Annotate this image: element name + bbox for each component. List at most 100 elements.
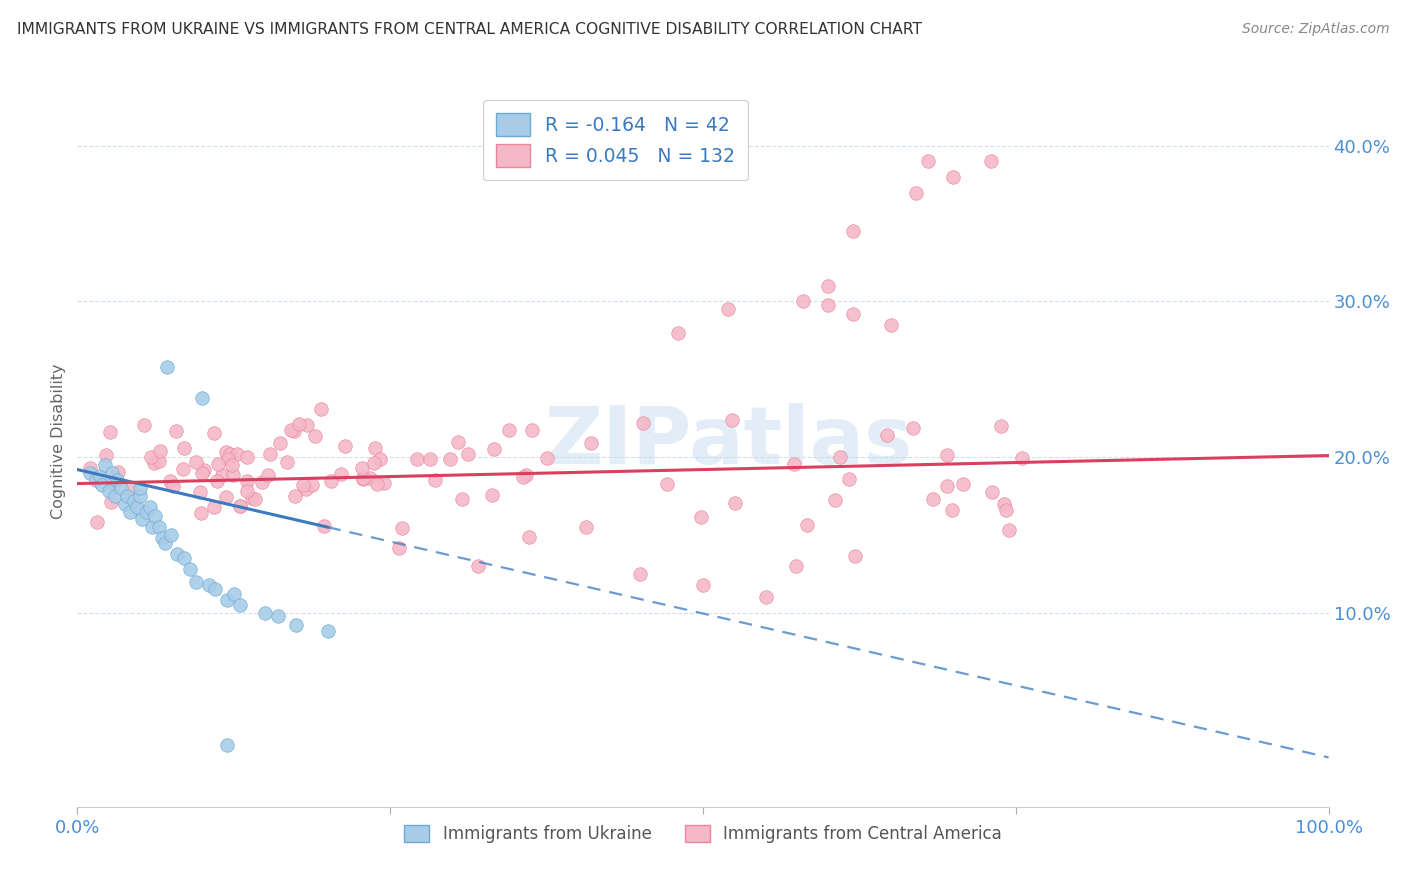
- Point: [84, 474, 107, 488]
- Point: [366, 476, 388, 491]
- Point: [721, 413, 744, 427]
- Point: [921, 491, 943, 506]
- Point: [352, 461, 374, 475]
- Point: [363, 456, 385, 470]
- Point: [142, 456, 165, 470]
- Point: [942, 169, 965, 184]
- Point: [217, 452, 239, 467]
- Point: [844, 549, 866, 563]
- Point: [269, 436, 291, 450]
- Point: [122, 493, 145, 508]
- Point: [135, 505, 157, 519]
- Point: [796, 518, 818, 533]
- Point: [217, 738, 239, 752]
- Point: [229, 598, 252, 612]
- Point: [229, 499, 252, 513]
- Point: [935, 479, 957, 493]
- Point: [165, 424, 187, 438]
- Point: [162, 479, 184, 493]
- Legend: Immigrants from Ukraine, Immigrants from Central America: Immigrants from Ukraine, Immigrants from…: [398, 819, 1008, 850]
- Point: [149, 443, 172, 458]
- Point: [285, 618, 308, 632]
- Point: [876, 428, 898, 442]
- Point: [391, 520, 413, 534]
- Point: [179, 562, 201, 576]
- Point: [692, 578, 714, 592]
- Point: [824, 493, 846, 508]
- Point: [173, 442, 195, 456]
- Point: [186, 574, 208, 589]
- Point: [330, 467, 353, 482]
- Point: [193, 462, 215, 476]
- Point: [304, 429, 326, 443]
- Point: [295, 482, 318, 496]
- Point: [276, 455, 298, 469]
- Point: [143, 509, 166, 524]
- Point: [202, 425, 225, 440]
- Point: [301, 478, 323, 492]
- Point: [515, 468, 537, 483]
- Point: [166, 547, 188, 561]
- Point: [190, 506, 212, 520]
- Point: [575, 520, 598, 534]
- Point: [229, 499, 252, 513]
- Point: [100, 495, 122, 509]
- Point: [139, 500, 162, 514]
- Point: [118, 505, 141, 519]
- Point: [817, 297, 839, 311]
- Point: [114, 497, 136, 511]
- Point: [880, 318, 903, 332]
- Point: [101, 475, 124, 490]
- Point: [952, 477, 974, 491]
- Point: [783, 457, 806, 471]
- Point: [211, 468, 233, 483]
- Point: [368, 452, 391, 467]
- Point: [630, 566, 652, 581]
- Point: [935, 448, 957, 462]
- Point: [724, 496, 747, 510]
- Point: [373, 476, 395, 491]
- Point: [148, 520, 170, 534]
- Point: [148, 454, 170, 468]
- Point: [284, 489, 307, 503]
- Point: [280, 423, 302, 437]
- Point: [118, 482, 141, 496]
- Point: [903, 421, 925, 435]
- Point: [447, 435, 470, 450]
- Point: [995, 503, 1018, 517]
- Point: [451, 492, 474, 507]
- Point: [236, 483, 259, 498]
- Point: [388, 541, 411, 555]
- Point: [655, 477, 678, 491]
- Point: [236, 474, 259, 488]
- Point: [250, 475, 273, 490]
- Point: [236, 450, 259, 464]
- Point: [522, 423, 544, 437]
- Point: [188, 484, 211, 499]
- Point: [205, 474, 228, 488]
- Point: [352, 472, 374, 486]
- Point: [219, 447, 242, 461]
- Point: [226, 447, 249, 461]
- Point: [785, 558, 807, 573]
- Point: [579, 436, 602, 450]
- Point: [159, 474, 181, 488]
- Point: [266, 608, 288, 623]
- Point: [754, 590, 776, 604]
- Point: [117, 489, 139, 503]
- Point: [666, 326, 689, 340]
- Point: [467, 559, 489, 574]
- Point: [838, 472, 860, 486]
- Point: [717, 302, 740, 317]
- Point: [828, 450, 851, 465]
- Point: [191, 391, 214, 405]
- Point: [132, 417, 155, 432]
- Point: [993, 497, 1015, 511]
- Point: [129, 481, 152, 495]
- Point: [484, 442, 506, 456]
- Point: [207, 457, 229, 471]
- Point: [364, 441, 387, 455]
- Point: [222, 587, 245, 601]
- Point: [79, 466, 101, 480]
- Point: [904, 186, 927, 200]
